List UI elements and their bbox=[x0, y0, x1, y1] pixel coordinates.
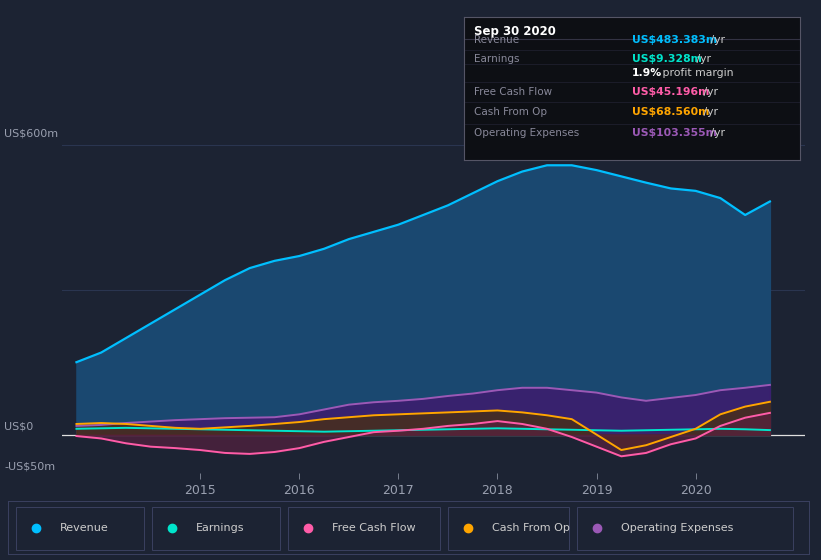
Text: US$483.383m: US$483.383m bbox=[632, 35, 718, 45]
Text: profit margin: profit margin bbox=[659, 68, 734, 78]
Text: Cash From Op: Cash From Op bbox=[493, 523, 571, 533]
Text: Free Cash Flow: Free Cash Flow bbox=[474, 87, 552, 97]
Text: /yr: /yr bbox=[700, 107, 718, 117]
Text: /yr: /yr bbox=[707, 35, 725, 45]
Text: Earnings: Earnings bbox=[474, 54, 520, 64]
Text: Operating Expenses: Operating Expenses bbox=[474, 128, 579, 138]
Text: /yr: /yr bbox=[693, 54, 711, 64]
Text: /yr: /yr bbox=[700, 87, 718, 97]
Text: US$45.196m: US$45.196m bbox=[632, 87, 709, 97]
Text: Sep 30 2020: Sep 30 2020 bbox=[474, 25, 556, 39]
Text: US$0: US$0 bbox=[4, 422, 34, 432]
Text: Earnings: Earnings bbox=[196, 523, 245, 533]
Text: US$600m: US$600m bbox=[4, 128, 58, 138]
Text: /yr: /yr bbox=[707, 128, 725, 138]
Text: Cash From Op: Cash From Op bbox=[474, 107, 547, 117]
Text: US$9.328m: US$9.328m bbox=[632, 54, 702, 64]
Text: US$103.355m: US$103.355m bbox=[632, 128, 717, 138]
Text: Free Cash Flow: Free Cash Flow bbox=[333, 523, 416, 533]
Text: Revenue: Revenue bbox=[474, 35, 519, 45]
Text: Revenue: Revenue bbox=[60, 523, 109, 533]
Text: US$68.560m: US$68.560m bbox=[632, 107, 709, 117]
Text: Operating Expenses: Operating Expenses bbox=[621, 523, 733, 533]
Text: -US$50m: -US$50m bbox=[4, 461, 55, 472]
Text: 1.9%: 1.9% bbox=[632, 68, 663, 78]
